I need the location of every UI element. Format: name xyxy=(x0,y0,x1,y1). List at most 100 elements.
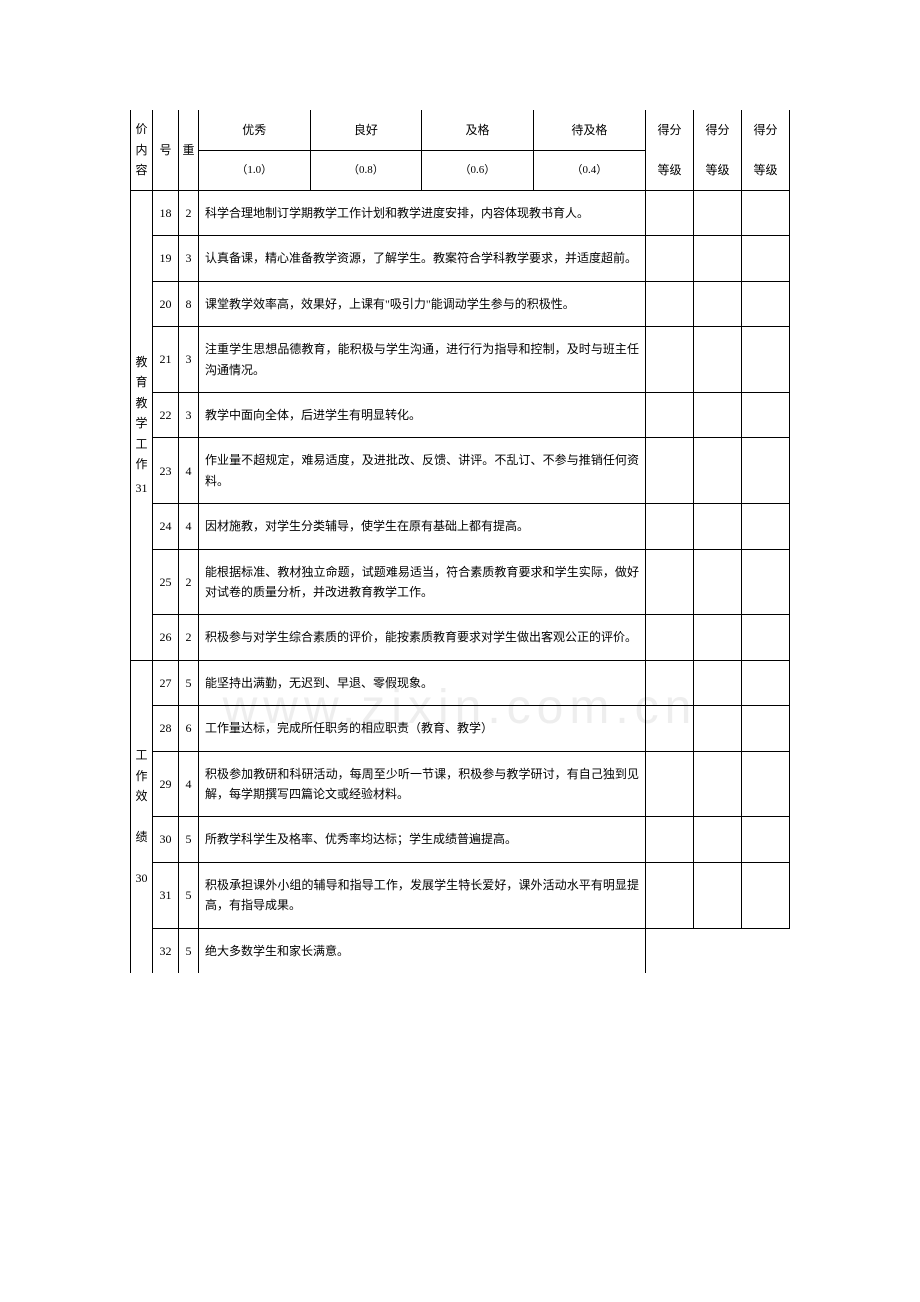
section-2-category: 工作效绩 30 xyxy=(131,660,153,973)
row-num: 26 xyxy=(153,615,179,660)
header-row-2: （1.0） （0.8） （0.6） （0.4） 等级 等级 等级 xyxy=(131,151,790,191)
row-desc: 工作量达标，完成所任职务的相应职责（教育、教学） xyxy=(199,706,646,751)
header-category: 价内容 xyxy=(131,110,153,191)
row-weight: 3 xyxy=(179,393,199,438)
row-num: 23 xyxy=(153,438,179,504)
row-weight: 8 xyxy=(179,281,199,326)
score-cell xyxy=(646,615,694,660)
row-weight: 5 xyxy=(179,817,199,862)
table-row: 29 4 积极参加教研和科研活动，每周至少听一节课，积极参与教学研讨，有自己独到… xyxy=(131,751,790,817)
header-score-2-top: 得分 xyxy=(694,110,742,151)
score-cell xyxy=(742,191,790,236)
row-num: 28 xyxy=(153,706,179,751)
table-row: 22 3 教学中面向全体，后进学生有明显转化。 xyxy=(131,393,790,438)
row-num: 29 xyxy=(153,751,179,817)
score-cell xyxy=(742,327,790,393)
header-grade-2: 良好 xyxy=(310,110,422,151)
header-grade-1-val: （1.0） xyxy=(199,151,311,191)
score-cell xyxy=(742,236,790,281)
score-cell xyxy=(694,751,742,817)
row-desc: 积极参加教研和科研活动，每周至少听一节课，积极参与教学研讨，有自己独到见解，每学… xyxy=(199,751,646,817)
section-2-label-gap: 绩 xyxy=(133,827,150,847)
row-weight: 5 xyxy=(179,660,199,705)
evaluation-table: 价内容 号 重 优秀 良好 及格 待及格 得分 得分 得分 （1.0） （0.8… xyxy=(130,110,790,973)
score-cell xyxy=(646,281,694,326)
row-weight: 4 xyxy=(179,438,199,504)
score-cell xyxy=(694,862,742,928)
row-num: 31 xyxy=(153,862,179,928)
row-desc: 能根据标准、教材独立命题，试题难易适当，符合素质教育要求和学生实际，做好对试卷的… xyxy=(199,549,646,615)
row-num: 18 xyxy=(153,191,179,236)
score-cell xyxy=(742,660,790,705)
score-cell xyxy=(646,751,694,817)
score-cell xyxy=(646,236,694,281)
score-cell xyxy=(694,504,742,549)
score-cell xyxy=(694,393,742,438)
table-row: 23 4 作业量不超规定，难易适度，及进批改、反馈、讲评。不乱订、不参与推销任何… xyxy=(131,438,790,504)
score-cell xyxy=(742,615,790,660)
score-cell xyxy=(742,751,790,817)
table-row: 26 2 积极参与对学生综合素质的评价，能按素质教育要求对学生做出客观公正的评价… xyxy=(131,615,790,660)
row-num: 25 xyxy=(153,549,179,615)
row-weight: 3 xyxy=(179,236,199,281)
header-score-1-bot: 等级 xyxy=(646,151,694,191)
header-grade-2-val: （0.8） xyxy=(310,151,422,191)
table-row: 25 2 能根据标准、教材独立命题，试题难易适当，符合素质教育要求和学生实际，做… xyxy=(131,549,790,615)
table-row: 教育教学工作31 18 2 科学合理地制订学期教学工作计划和教学进度安排，内容体… xyxy=(131,191,790,236)
score-cell xyxy=(646,504,694,549)
section-2-label: 工作效 xyxy=(133,745,150,806)
header-score-3-top: 得分 xyxy=(742,110,790,151)
score-cell xyxy=(694,817,742,862)
row-desc: 能坚持出满勤，无迟到、早退、零假现象。 xyxy=(199,660,646,705)
row-desc: 科学合理地制订学期教学工作计划和教学进度安排，内容体现教书育人。 xyxy=(199,191,646,236)
score-cell xyxy=(694,706,742,751)
row-num: 21 xyxy=(153,327,179,393)
score-cell xyxy=(742,393,790,438)
section-1-label: 教育教学工作 xyxy=(133,352,150,474)
row-num: 20 xyxy=(153,281,179,326)
row-weight: 4 xyxy=(179,751,199,817)
row-num: 19 xyxy=(153,236,179,281)
table-row: 30 5 所教学科学生及格率、优秀率均达标；学生成绩普遍提高。 xyxy=(131,817,790,862)
row-num: 27 xyxy=(153,660,179,705)
score-cell xyxy=(694,327,742,393)
row-weight: 5 xyxy=(179,928,199,973)
row-desc: 注重学生思想品德教育，能积极与学生沟通，进行行为指导和控制，及时与班主任沟通情况… xyxy=(199,327,646,393)
header-grade-4: 待及格 xyxy=(533,110,645,151)
score-cell xyxy=(646,660,694,705)
score-cell xyxy=(694,660,742,705)
score-cell xyxy=(742,706,790,751)
section-2-num: 30 xyxy=(133,868,150,888)
row-weight: 4 xyxy=(179,504,199,549)
score-cell xyxy=(742,862,790,928)
header-score-3-bot: 等级 xyxy=(742,151,790,191)
score-cell xyxy=(742,281,790,326)
score-cell xyxy=(694,281,742,326)
row-desc: 绝大多数学生和家长满意。 xyxy=(199,928,646,973)
row-num: 32 xyxy=(153,928,179,973)
table-row: 工作效绩30 27 5 能坚持出满勤，无迟到、早退、零假现象。 xyxy=(131,660,790,705)
row-weight: 3 xyxy=(179,327,199,393)
header-grade-3-val: （0.6） xyxy=(422,151,534,191)
score-cell xyxy=(694,615,742,660)
score-cell xyxy=(742,549,790,615)
table-row: 32 5 绝大多数学生和家长满意。 xyxy=(131,928,790,973)
row-weight: 2 xyxy=(179,191,199,236)
score-cell xyxy=(646,327,694,393)
header-grade-4-val: （0.4） xyxy=(533,151,645,191)
row-desc: 积极参与对学生综合素质的评价，能按素质教育要求对学生做出客观公正的评价。 xyxy=(199,615,646,660)
row-weight: 6 xyxy=(179,706,199,751)
score-cell xyxy=(742,504,790,549)
section-1-category: 教育教学工作31 xyxy=(131,191,153,661)
table-row: 19 3 认真备课，精心准备教学资源，了解学生。教案符合学科教学要求，并适度超前… xyxy=(131,236,790,281)
row-num: 22 xyxy=(153,393,179,438)
score-cell xyxy=(646,862,694,928)
score-cell xyxy=(646,438,694,504)
score-cell xyxy=(742,438,790,504)
row-num: 30 xyxy=(153,817,179,862)
row-desc: 作业量不超规定，难易适度，及进批改、反馈、讲评。不乱订、不参与推销任何资料。 xyxy=(199,438,646,504)
score-cell xyxy=(646,393,694,438)
score-cell xyxy=(694,191,742,236)
row-desc: 所教学科学生及格率、优秀率均达标；学生成绩普遍提高。 xyxy=(199,817,646,862)
table-row: 31 5 积极承担课外小组的辅导和指导工作，发展学生特长爱好，课外活动水平有明显… xyxy=(131,862,790,928)
